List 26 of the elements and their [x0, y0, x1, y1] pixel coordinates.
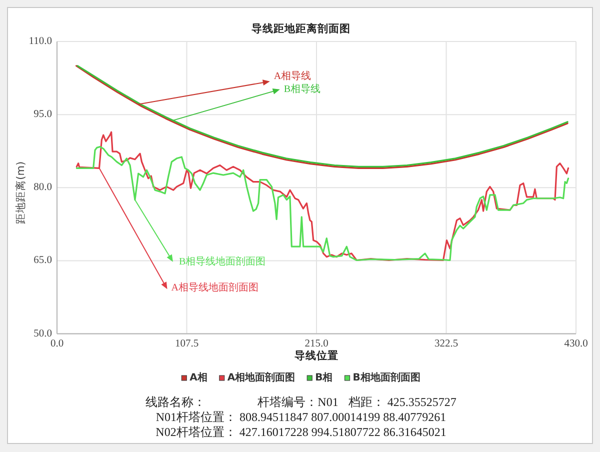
y-tick-label: 65.0 [34, 255, 52, 266]
annotation: B相导线 [284, 82, 321, 95]
y-axis-title: 距地距离(m) [14, 161, 27, 224]
legend-label: B相 [315, 372, 333, 384]
legend-label: A相 [190, 372, 208, 384]
text: N01杆塔位置： 808.94511847 807.00014199 88.40779261 [156, 410, 446, 424]
y-tick-label: 50.0 [34, 328, 52, 340]
y-tick-label: 110.0 [28, 36, 52, 47]
legend-label: B相地面剖面图 [352, 372, 420, 384]
text: N02杆塔位置： 427.16017228 994.51807722 86.31645021 [156, 425, 446, 439]
y-tick-label: 95.0 [34, 109, 52, 120]
text: 杆塔编号：N01 [256, 395, 338, 409]
y-tick-label: 80.0 [34, 182, 52, 194]
x-tick-label: 0.0 [50, 338, 64, 350]
annotation: A相导线 [274, 70, 312, 82]
text: 线路名称： [146, 395, 206, 409]
x-tick-label: 107.5 [174, 338, 199, 350]
legend-label: A相地面剖面图 [227, 372, 296, 384]
x-axis-title: 导线位置 [294, 349, 338, 362]
x-tick-label: 322.5 [434, 338, 458, 350]
chart-title: 导线距地距离剖面图 [252, 22, 350, 35]
x-tick-label: 215.0 [304, 338, 328, 350]
annotation: A相导线地面剖面图 [171, 282, 258, 294]
text: 档距： 425.35525727 [347, 395, 456, 409]
x-tick-label: 430.0 [564, 338, 588, 350]
annotation: B相导线地面剖面图 [178, 255, 266, 268]
